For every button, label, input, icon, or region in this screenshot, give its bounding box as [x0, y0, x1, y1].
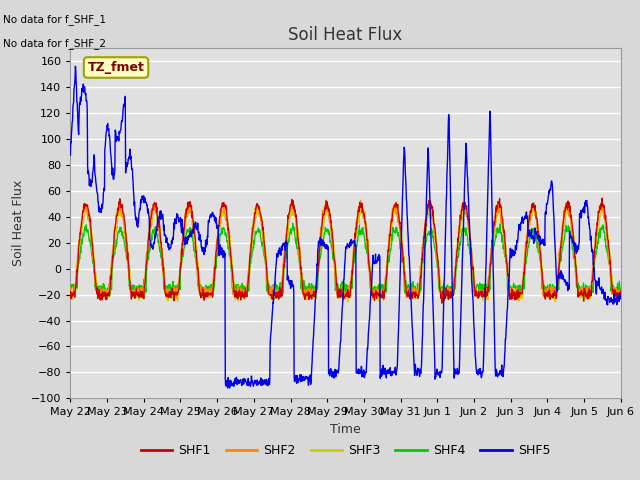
X-axis label: Time: Time [330, 423, 361, 436]
Title: Soil Heat Flux: Soil Heat Flux [289, 25, 403, 44]
Text: No data for f_SHF_1: No data for f_SHF_1 [3, 14, 106, 25]
Legend: SHF1, SHF2, SHF3, SHF4, SHF5: SHF1, SHF2, SHF3, SHF4, SHF5 [136, 439, 556, 462]
Y-axis label: Soil Heat Flux: Soil Heat Flux [12, 180, 26, 266]
Text: No data for f_SHF_2: No data for f_SHF_2 [3, 38, 106, 49]
Text: TZ_fmet: TZ_fmet [88, 61, 145, 74]
